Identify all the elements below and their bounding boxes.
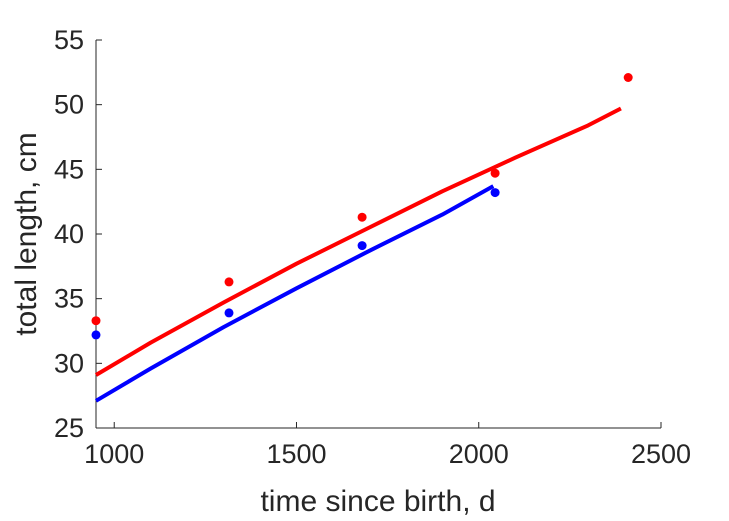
data-point-2 [357, 241, 367, 251]
x-tick-label: 1000 [84, 439, 144, 469]
data-point-2 [91, 330, 101, 340]
data-point-1 [490, 168, 500, 178]
y-tick-label: 45 [54, 154, 84, 184]
y-ticks: 25 30 35 40 45 50 55 [54, 25, 102, 443]
y-tick-label: 40 [54, 219, 84, 249]
x-axis-label: time since birth, d [260, 485, 495, 518]
x-tick-label: 2500 [631, 439, 691, 469]
y-tick-label: 35 [54, 284, 84, 314]
data-point-1 [91, 316, 101, 326]
x-ticks: 1000 1500 2000 2500 [84, 422, 691, 469]
y-tick-label: 25 [54, 413, 84, 443]
axes [95, 40, 661, 429]
y-tick-label: 50 [54, 90, 84, 120]
data-point-2 [490, 188, 500, 198]
x-tick-label: 2000 [449, 439, 509, 469]
y-tick-label: 55 [54, 25, 84, 55]
data-point-1 [623, 73, 633, 82]
fit-curve-2 [94, 184, 495, 403]
x-tick-label: 1500 [266, 439, 326, 469]
fit-curves [94, 106, 622, 403]
data-points [91, 73, 633, 340]
y-axis-label: total length, cm [10, 132, 43, 335]
data-point-2 [224, 308, 234, 318]
data-point-1 [224, 277, 234, 287]
fit-curve-1 [94, 106, 622, 377]
data-point-1 [357, 212, 367, 222]
y-tick-label: 30 [54, 348, 84, 378]
